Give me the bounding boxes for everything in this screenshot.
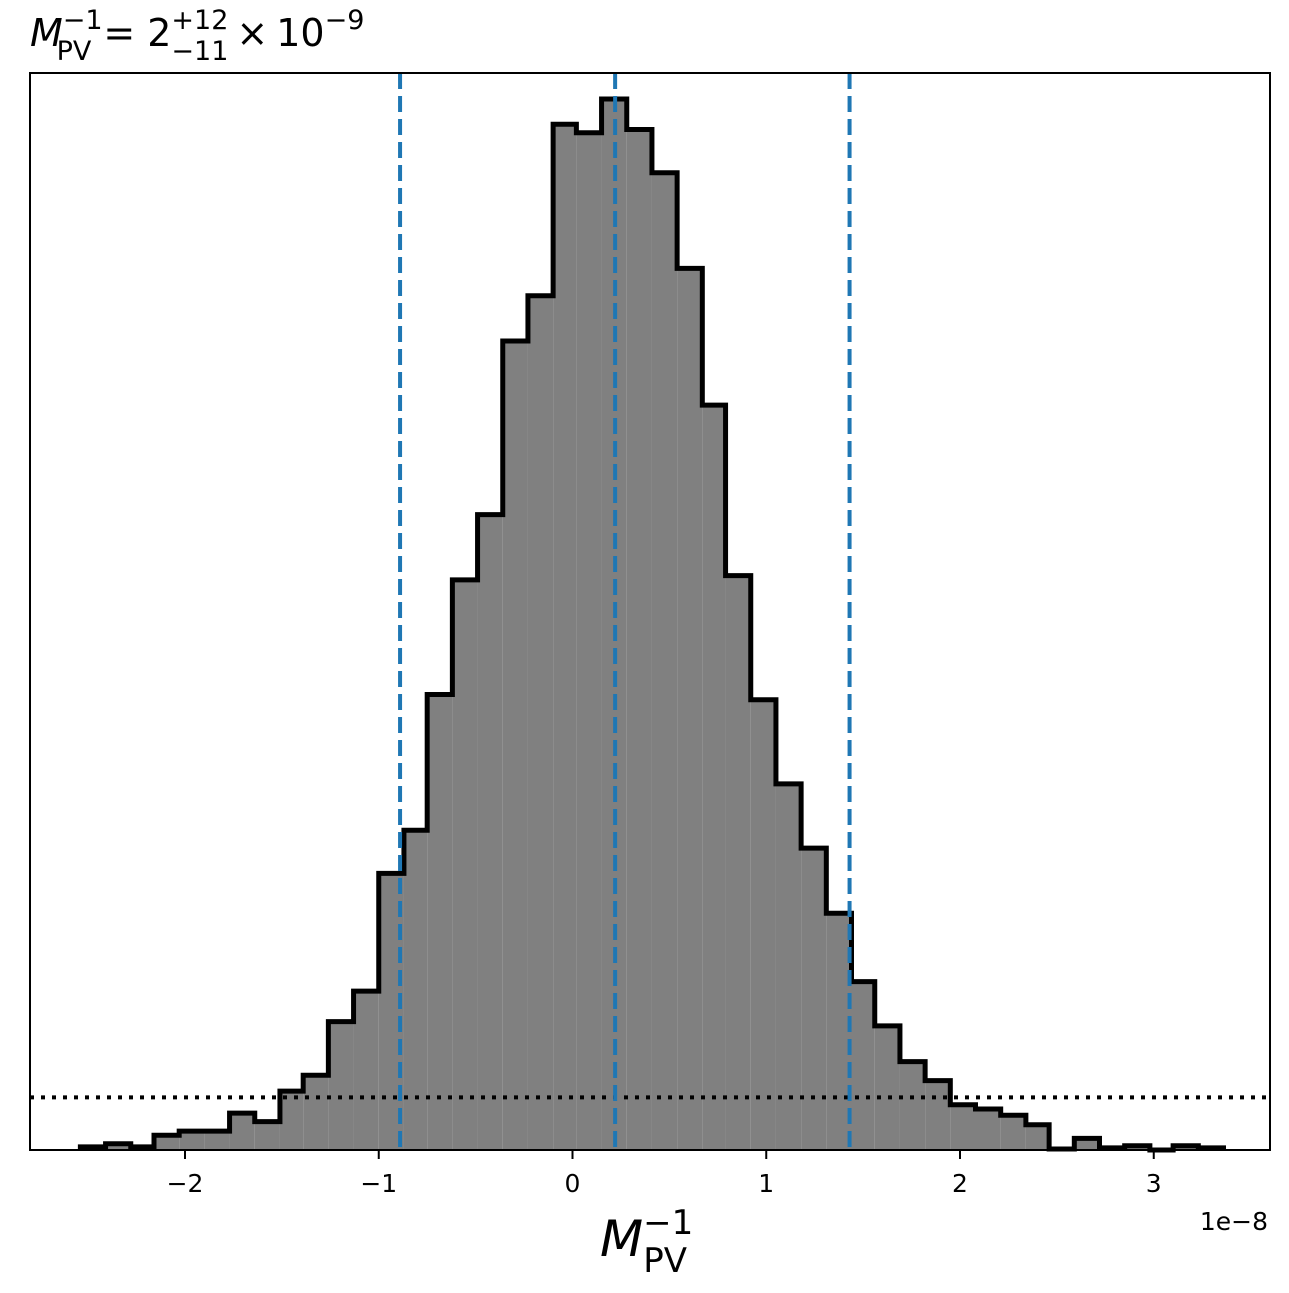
histogram-bar: [303, 1075, 329, 1150]
quantile-lines-layer: [398, 73, 852, 1150]
title-var: M: [30, 11, 63, 55]
histogram-bar: [204, 1131, 230, 1150]
histogram-bar: [328, 1021, 354, 1150]
histogram-bar: [899, 1061, 926, 1150]
title-median: 2: [147, 11, 171, 55]
histogram-bar: [874, 1025, 900, 1150]
xlabel-var: M: [600, 1210, 643, 1268]
xlabel-sup: −1: [643, 1203, 693, 1243]
title-var-sub: PV: [57, 36, 92, 67]
axes-frame: [29, 72, 1271, 1151]
title-var-sup: −1: [63, 5, 103, 36]
title-lower-err: −11: [171, 36, 228, 67]
histogram-bar: [801, 848, 827, 1150]
histogram-bar: [702, 405, 726, 1151]
histogram-bar: [279, 1091, 304, 1150]
x-tick-label: 3: [1146, 1169, 1162, 1198]
x-axis-label: M−1 PV: [600, 1203, 693, 1281]
xlabel-sub: PV: [643, 1241, 687, 1281]
histogram-bar: [851, 981, 875, 1150]
title-upper-err: +12: [171, 5, 228, 36]
histogram-bar: [179, 1131, 205, 1150]
histogram-bar: [427, 694, 453, 1150]
x-tick-label: −1: [360, 1169, 397, 1198]
histogram-bar: [477, 514, 503, 1150]
histogram-bar: [154, 1135, 180, 1150]
x-offset-label: 1e−8: [1200, 1207, 1268, 1236]
histogram-bar: [925, 1080, 951, 1150]
histogram-bar: [229, 1113, 255, 1150]
histogram-bar: [626, 129, 652, 1150]
histogram-bar: [353, 991, 379, 1150]
histogram-layer: [77, 96, 1226, 1153]
histogram-bar: [826, 913, 852, 1150]
x-ticks: −2 −1 0 1 2 3: [167, 1150, 1162, 1198]
histogram-bar: [725, 575, 751, 1150]
histogram-bar: [527, 295, 554, 1150]
histogram-bar: [378, 873, 404, 1150]
histogram-bar: [1000, 1115, 1026, 1150]
histogram-bar: [105, 1143, 131, 1150]
x-tick-label: −2: [167, 1169, 204, 1198]
histogram-bar: [950, 1104, 976, 1150]
histogram-bar: [1025, 1124, 1050, 1150]
histogram-bar: [553, 124, 577, 1150]
x-tick-label: 2: [952, 1169, 968, 1198]
histogram-bar: [403, 830, 428, 1150]
histogram-bar: [1074, 1138, 1100, 1150]
histogram-bar: [651, 172, 678, 1150]
title-equals: =: [103, 11, 135, 55]
histogram-bar: [576, 132, 602, 1150]
histogram-bar: [601, 99, 627, 1150]
histogram-bar: [452, 579, 478, 1150]
title-scale-base: 10: [276, 11, 324, 55]
histogram-bar: [502, 341, 528, 1151]
histogram-outline: [77, 96, 1226, 1153]
histogram-bar: [254, 1121, 280, 1150]
x-tick-label: 1: [758, 1169, 774, 1198]
histogram-bar: [975, 1108, 1001, 1150]
histogram-bar: [750, 699, 776, 1150]
histogram-bar: [775, 783, 802, 1150]
title-times: ×: [236, 11, 268, 55]
x-tick-label: 0: [565, 1169, 581, 1198]
histogram-bar: [677, 268, 703, 1150]
chart-title: M−1 PV = 2+12 −11 × 10−9: [30, 5, 364, 67]
title-scale-exp: −9: [325, 5, 365, 36]
